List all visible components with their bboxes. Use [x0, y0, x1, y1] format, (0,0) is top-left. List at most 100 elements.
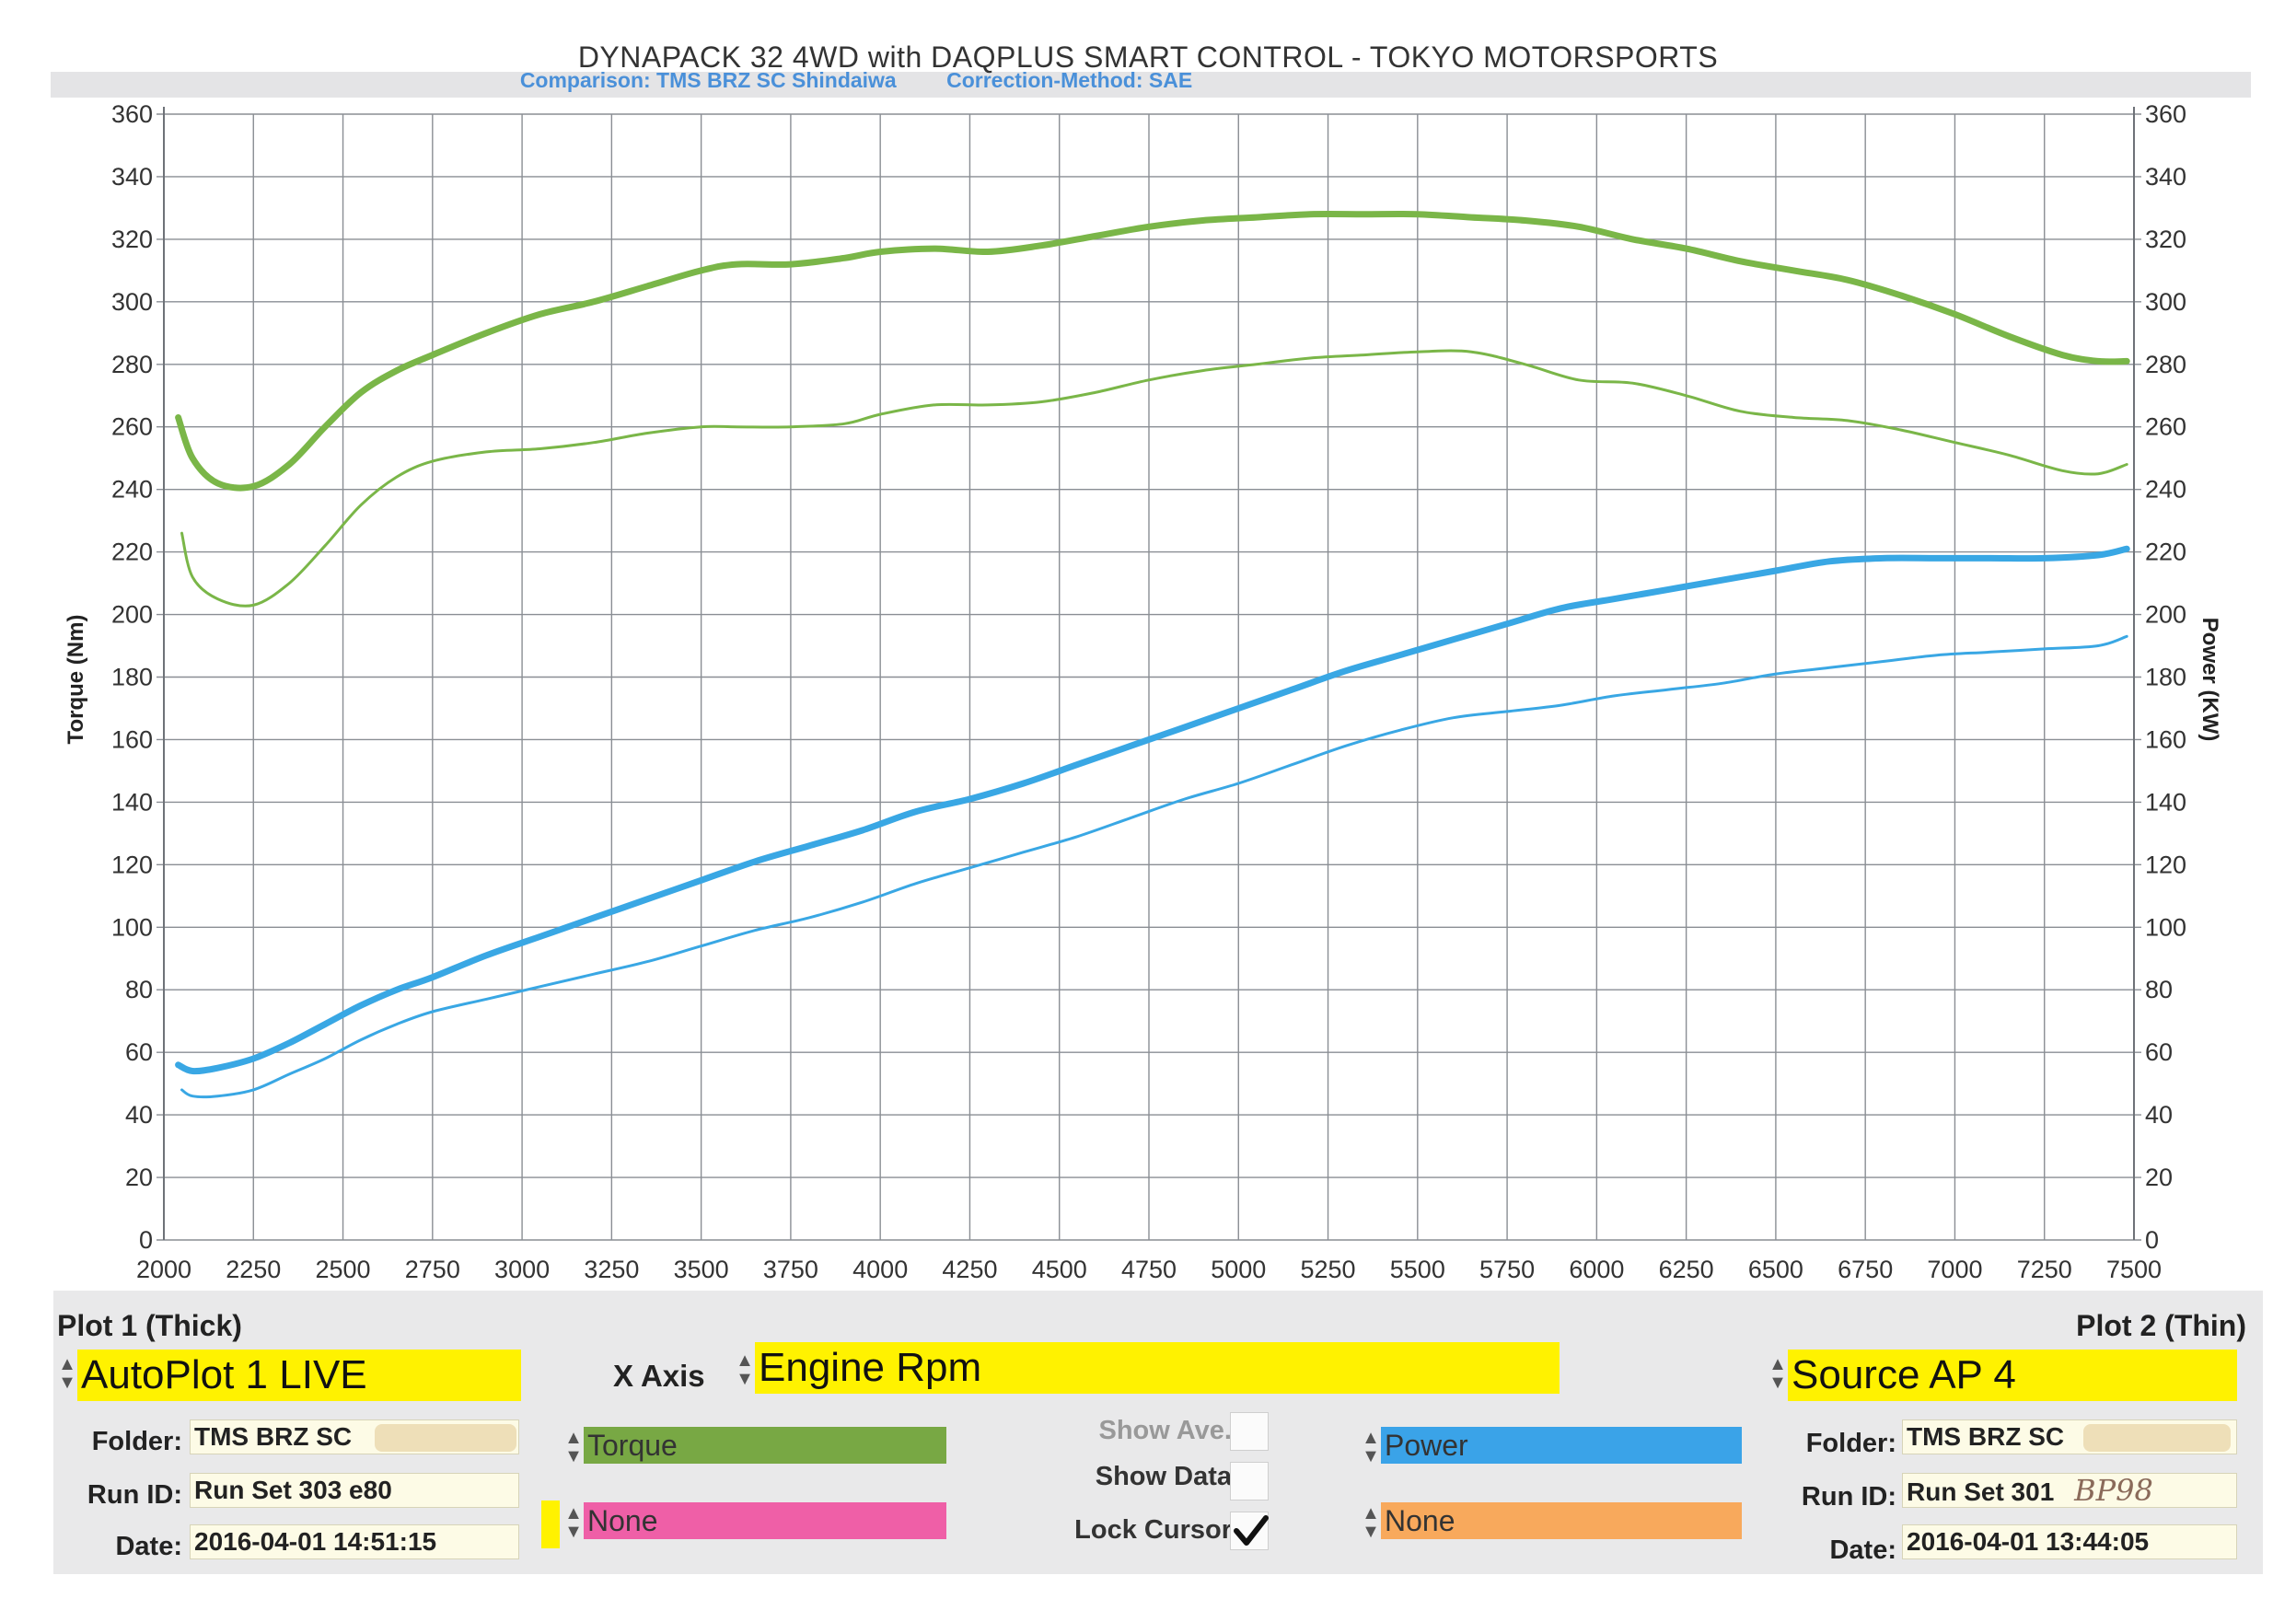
y-right-tick-label: 280 — [2145, 351, 2186, 378]
series-line-torque-thick — [175, 210, 2130, 492]
x-tick-label: 7250 — [2017, 1256, 2072, 1283]
plot2-date-field[interactable]: 2016-04-01 13:44:05 — [1902, 1524, 2237, 1559]
y-left-tick-label: 280 — [111, 351, 153, 378]
y-right-tick-label: 160 — [2145, 725, 2186, 753]
x-tick-label: 3500 — [674, 1256, 729, 1283]
plot2-folder-field[interactable]: TMS BRZ SC — [1902, 1419, 2237, 1454]
series-line-power-thin — [180, 634, 2128, 1099]
x-tick-label: 2000 — [136, 1256, 191, 1283]
y-right-tick-label: 220 — [2145, 539, 2186, 566]
series — [175, 210, 2130, 1099]
dyno-chart[interactable]: 2000 2250 2500 2750 3000 3250 3500 3750 4000 4250… — [0, 0, 2296, 1289]
plot1-runid-field[interactable]: Run Set 303 e80 — [190, 1473, 519, 1508]
y-left-tick-label: 80 — [125, 976, 153, 1003]
comparison-label: Comparison: TMS BRZ SC Shindaiwa — [519, 68, 897, 92]
chart-subtitle: Comparison: TMS BRZ SC Shindaiwa Correct… — [0, 68, 1712, 93]
show-ave-checkbox[interactable] — [1230, 1412, 1269, 1451]
plot2-folder-value: TMS BRZ SC — [1907, 1422, 2065, 1451]
plot2-runid-label: Run ID: — [1801, 1482, 1896, 1512]
x-tick-label: 4250 — [942, 1256, 997, 1283]
plot2-runid-field[interactable]: Run Set 301 BP98 — [1902, 1473, 2237, 1508]
plot2-date-label: Date: — [1829, 1535, 1896, 1565]
channel-none-right-select[interactable]: None — [1381, 1502, 1742, 1539]
plot2-runid-handwritten-note: BP98 — [2074, 1473, 2153, 1508]
x-tick-label: 2750 — [405, 1256, 460, 1283]
plot2-source-select[interactable]: Source AP 4 — [1788, 1350, 2237, 1401]
x-axis-label: X Axis — [613, 1359, 705, 1393]
y-left-tick-label: 60 — [125, 1038, 153, 1066]
x-tick-label: 7000 — [1927, 1256, 1982, 1283]
x-tick-label: 5250 — [1301, 1256, 1356, 1283]
tick-labels: 2000 2250 2500 2750 3000 3250 3500 3750 4000 4250… — [111, 100, 2186, 1283]
x-tick-label: 6750 — [1838, 1256, 1893, 1283]
y-left-tick-label: 160 — [111, 725, 153, 753]
header-band — [51, 72, 2251, 98]
y-right-tick-label: 140 — [2145, 788, 2186, 816]
y-left-tick-label: 320 — [111, 226, 153, 253]
channel-b-spin-arrows-icon[interactable]: ▲ ▼ — [564, 1503, 583, 1542]
x-tick-label: 2500 — [316, 1256, 371, 1283]
checkmark-icon — [1234, 1515, 1269, 1546]
y-right-tick-label: 120 — [2145, 851, 2186, 878]
y-axis-left-title: Torque (Nm) — [64, 615, 88, 745]
redaction-mark — [375, 1424, 516, 1452]
plot2-header: Plot 2 (Thin) — [2076, 1309, 2246, 1342]
plot1-source-select[interactable]: AutoPlot 1 LIVE — [77, 1350, 521, 1401]
x-tick-label: 4500 — [1032, 1256, 1087, 1283]
y-left-tick-label: 340 — [111, 163, 153, 191]
y-left-tick-label: 0 — [139, 1226, 153, 1254]
plot1-folder-field[interactable]: TMS BRZ SC — [190, 1419, 519, 1454]
plot1-date-label: Date: — [115, 1532, 182, 1561]
y-left-tick-label: 360 — [111, 100, 153, 128]
y-left-tick-label: 100 — [111, 913, 153, 941]
series-line-torque-thin — [180, 349, 2128, 608]
y-right-tick-label: 20 — [2145, 1164, 2173, 1191]
plot2-runid-value: Run Set 301 — [1907, 1477, 2055, 1506]
y-right-tick-label: 80 — [2145, 976, 2173, 1003]
show-data-label: Show Data — [1095, 1462, 1232, 1491]
y-left-tick-label: 240 — [111, 476, 153, 504]
x-tick-label: 6000 — [1569, 1256, 1624, 1283]
redaction-mark — [2083, 1424, 2231, 1452]
x-axis-select[interactable]: Engine Rpm — [755, 1342, 1560, 1394]
y-right-tick-label: 40 — [2145, 1101, 2173, 1129]
plot1-folder-value: TMS BRZ SC — [194, 1422, 353, 1451]
x-axis-spin-arrows-icon[interactable]: ▲ ▼ — [736, 1350, 754, 1389]
channel-a-spin-arrows-icon[interactable]: ▲ ▼ — [564, 1428, 583, 1466]
channel-torque-select[interactable]: Torque — [584, 1427, 946, 1464]
plot1-header: Plot 1 (Thick) — [57, 1309, 242, 1342]
lock-cursor-label: Lock Cursor — [1074, 1515, 1232, 1545]
channel-power-select[interactable]: Power — [1381, 1427, 1742, 1464]
lock-cursor-checkbox[interactable] — [1230, 1512, 1269, 1550]
y-right-tick-label: 200 — [2145, 601, 2186, 629]
show-data-checkbox[interactable] — [1230, 1462, 1269, 1500]
x-tick-label: 5000 — [1211, 1256, 1266, 1283]
x-tick-label: 4750 — [1121, 1256, 1177, 1283]
y-right-tick-label: 240 — [2145, 476, 2186, 504]
y-axis-right-title: Power (KW) — [2197, 618, 2222, 742]
y-left-tick-label: 140 — [111, 788, 153, 816]
y-left-tick-label: 260 — [111, 413, 153, 441]
x-tick-label: 6500 — [1748, 1256, 1803, 1283]
chart-title: DYNAPACK 32 4WD with DAQPLUS SMART CONTR… — [577, 41, 1719, 74]
y-left-tick-label: 40 — [125, 1101, 153, 1129]
channel-d-spin-arrows-icon[interactable]: ▲ ▼ — [1362, 1503, 1380, 1542]
plot1-date-field[interactable]: 2016-04-01 14:51:15 — [190, 1524, 519, 1559]
y-left-tick-label: 220 — [111, 539, 153, 566]
control-panel: Plot 1 (Thick) Plot 2 (Thin) ▲ ▼ AutoPlot… — [53, 1291, 2263, 1574]
y-right-tick-label: 0 — [2145, 1226, 2159, 1254]
x-tick-label: 3250 — [584, 1256, 639, 1283]
channel-c-spin-arrows-icon[interactable]: ▲ ▼ — [1362, 1428, 1380, 1466]
y-right-tick-label: 100 — [2145, 913, 2186, 941]
show-ave-label: Show Ave. — [1098, 1416, 1233, 1445]
correction-method-label: Correction-Method: SAE — [946, 68, 1193, 92]
x-tick-label: 3750 — [763, 1256, 818, 1283]
channel-none-left-select[interactable]: None — [584, 1502, 946, 1539]
x-tick-label: 5750 — [1479, 1256, 1535, 1283]
plot2-spin-arrows-icon[interactable]: ▲ ▼ — [1768, 1354, 1787, 1393]
series-line-power-thick — [175, 545, 2130, 1075]
y-right-tick-label: 60 — [2145, 1038, 2173, 1066]
x-tick-label: 6250 — [1659, 1256, 1714, 1283]
plot1-spin-arrows-icon[interactable]: ▲ ▼ — [58, 1354, 76, 1393]
y-right-tick-label: 260 — [2145, 413, 2186, 441]
